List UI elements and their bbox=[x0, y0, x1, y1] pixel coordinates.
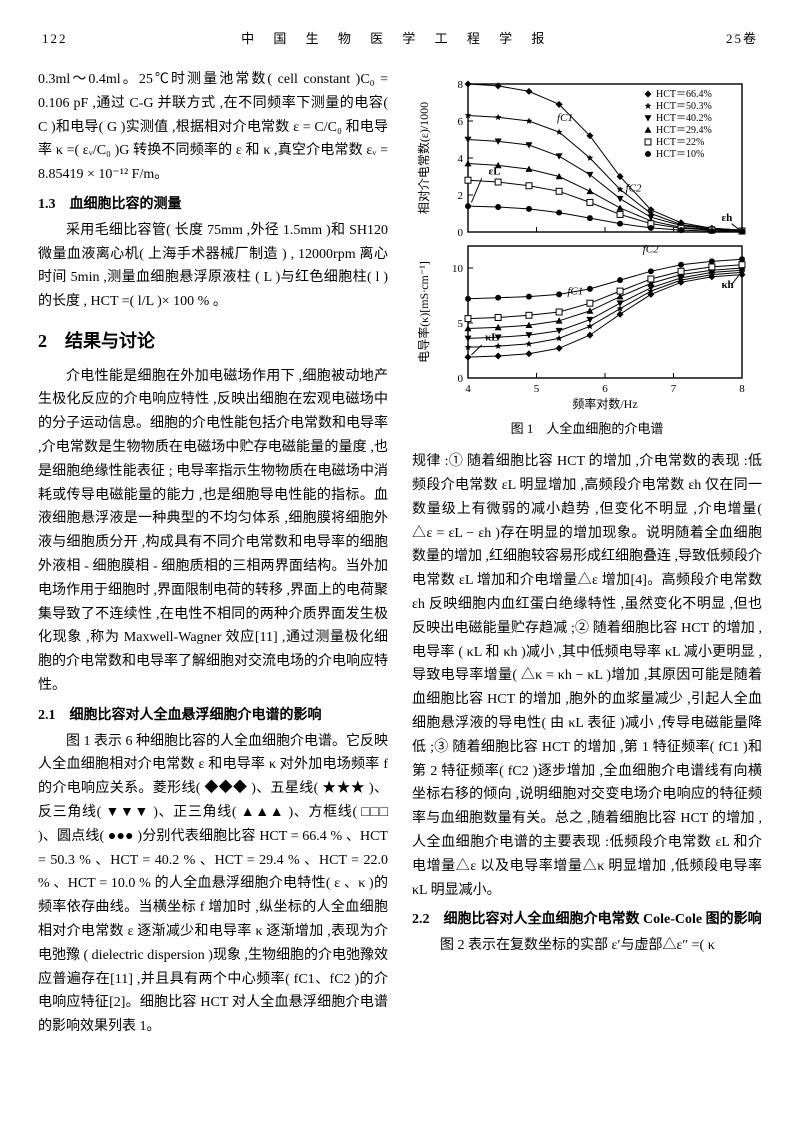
svg-text:6: 6 bbox=[602, 383, 608, 395]
figure-1: 0 2 4 6 8 相对介电常数(ε)/1000 εL fC1 fC2 εh 0 5 10 4 5 6 7 8 电导… bbox=[412, 74, 762, 440]
subhead-1-3: 1.3 血细胞比容的测量 bbox=[38, 193, 388, 217]
svg-text:fC1: fC1 bbox=[567, 285, 583, 297]
svg-text:fC2: fC2 bbox=[643, 244, 659, 256]
svg-text:8: 8 bbox=[458, 79, 464, 91]
svg-text:相对介电常数(ε)/1000: 相对介电常数(ε)/1000 bbox=[416, 102, 431, 214]
svg-text:κL: κL bbox=[485, 332, 498, 344]
svg-text:fC2: fC2 bbox=[626, 182, 642, 194]
two-column-layout: 0.3ml～0.4ml。25℃时测量池常数( cell constant )C₀… bbox=[38, 68, 762, 1041]
figure-1-caption: 图 1 人全血细胞的介电谱 bbox=[412, 418, 762, 440]
svg-text:4: 4 bbox=[465, 383, 471, 395]
right-p2: 图 2 表示在复数坐标的实部 ε′与虚部△ε″ =( κ bbox=[412, 934, 762, 958]
page-number: 122 bbox=[42, 28, 68, 50]
journal-title: 中 国 生 物 医 学 工 程 学 报 bbox=[241, 28, 552, 50]
left-p2: 采用毛细比容管( 长度 75mm ,外径 1.5mm )和 SH120 微量血液… bbox=[38, 219, 388, 314]
left-p3: 介电性能是细胞在外加电磁场作用下 ,细胞被动地产生极化反应的介电响应特性 ,反映… bbox=[38, 365, 388, 698]
volume: 25卷 bbox=[726, 28, 758, 50]
svg-text:HCT＝66.4%: HCT＝66.4% bbox=[656, 89, 712, 100]
svg-text:fC1: fC1 bbox=[557, 112, 573, 124]
svg-text:频率对数/Hz: 频率对数/Hz bbox=[572, 396, 637, 411]
page-header: 122 中 国 生 物 医 学 工 程 学 报 25卷 bbox=[38, 28, 762, 50]
subhead-2-1: 2.1 细胞比容对人全血悬浮细胞介电谱的影响 bbox=[38, 704, 388, 728]
svg-text:5: 5 bbox=[458, 318, 464, 330]
right-column: 0 2 4 6 8 相对介电常数(ε)/1000 εL fC1 fC2 εh 0 5 10 4 5 6 7 8 电导… bbox=[412, 68, 762, 1041]
svg-text:5: 5 bbox=[534, 383, 540, 395]
page: 122 中 国 生 物 医 学 工 程 学 报 25卷 0.3ml～0.4ml。… bbox=[0, 0, 800, 1061]
left-p1: 0.3ml～0.4ml。25℃时测量池常数( cell constant )C₀… bbox=[38, 68, 388, 187]
left-p4: 图 1 表示 6 种细胞比容的人全血细胞介电谱。它反映人全血细胞相对介电常数 ε… bbox=[38, 730, 388, 1039]
svg-text:HCT＝10%: HCT＝10% bbox=[656, 149, 704, 160]
svg-text:εh: εh bbox=[721, 212, 732, 224]
right-p1: 规律 :① 随着细胞比容 HCT 的增加 ,介电常数的表现 :低频段介电常数 ε… bbox=[412, 450, 762, 902]
svg-text:电导率(κ)[mS∙cm⁻¹]: 电导率(κ)[mS∙cm⁻¹] bbox=[416, 261, 431, 363]
svg-text:7: 7 bbox=[671, 383, 677, 395]
subhead-2-2: 2.2 细胞比容对人全血细胞介电常数 Cole-Cole 图的影响 bbox=[412, 908, 762, 932]
svg-text:4: 4 bbox=[458, 153, 464, 165]
svg-text:8: 8 bbox=[739, 383, 745, 395]
svg-text:0: 0 bbox=[458, 227, 464, 239]
svg-text:HCT＝40.2%: HCT＝40.2% bbox=[656, 113, 712, 124]
svg-text:2: 2 bbox=[458, 190, 464, 202]
svg-text:κh: κh bbox=[721, 279, 733, 291]
svg-text:6: 6 bbox=[458, 116, 464, 128]
figure-1-svg: 0 2 4 6 8 相对介电常数(ε)/1000 εL fC1 fC2 εh 0 5 10 4 5 6 7 8 电导… bbox=[412, 74, 752, 414]
svg-text:0: 0 bbox=[458, 373, 464, 385]
svg-text:εL: εL bbox=[489, 166, 501, 178]
svg-text:HCT＝50.3%: HCT＝50.3% bbox=[656, 101, 712, 112]
svg-text:HCT＝29.4%: HCT＝29.4% bbox=[656, 125, 712, 136]
left-column: 0.3ml～0.4ml。25℃时测量池常数( cell constant )C₀… bbox=[38, 68, 388, 1041]
svg-text:HCT＝22%: HCT＝22% bbox=[656, 137, 704, 148]
section-2-head: 2 结果与讨论 bbox=[38, 326, 388, 357]
svg-text:10: 10 bbox=[452, 263, 464, 275]
